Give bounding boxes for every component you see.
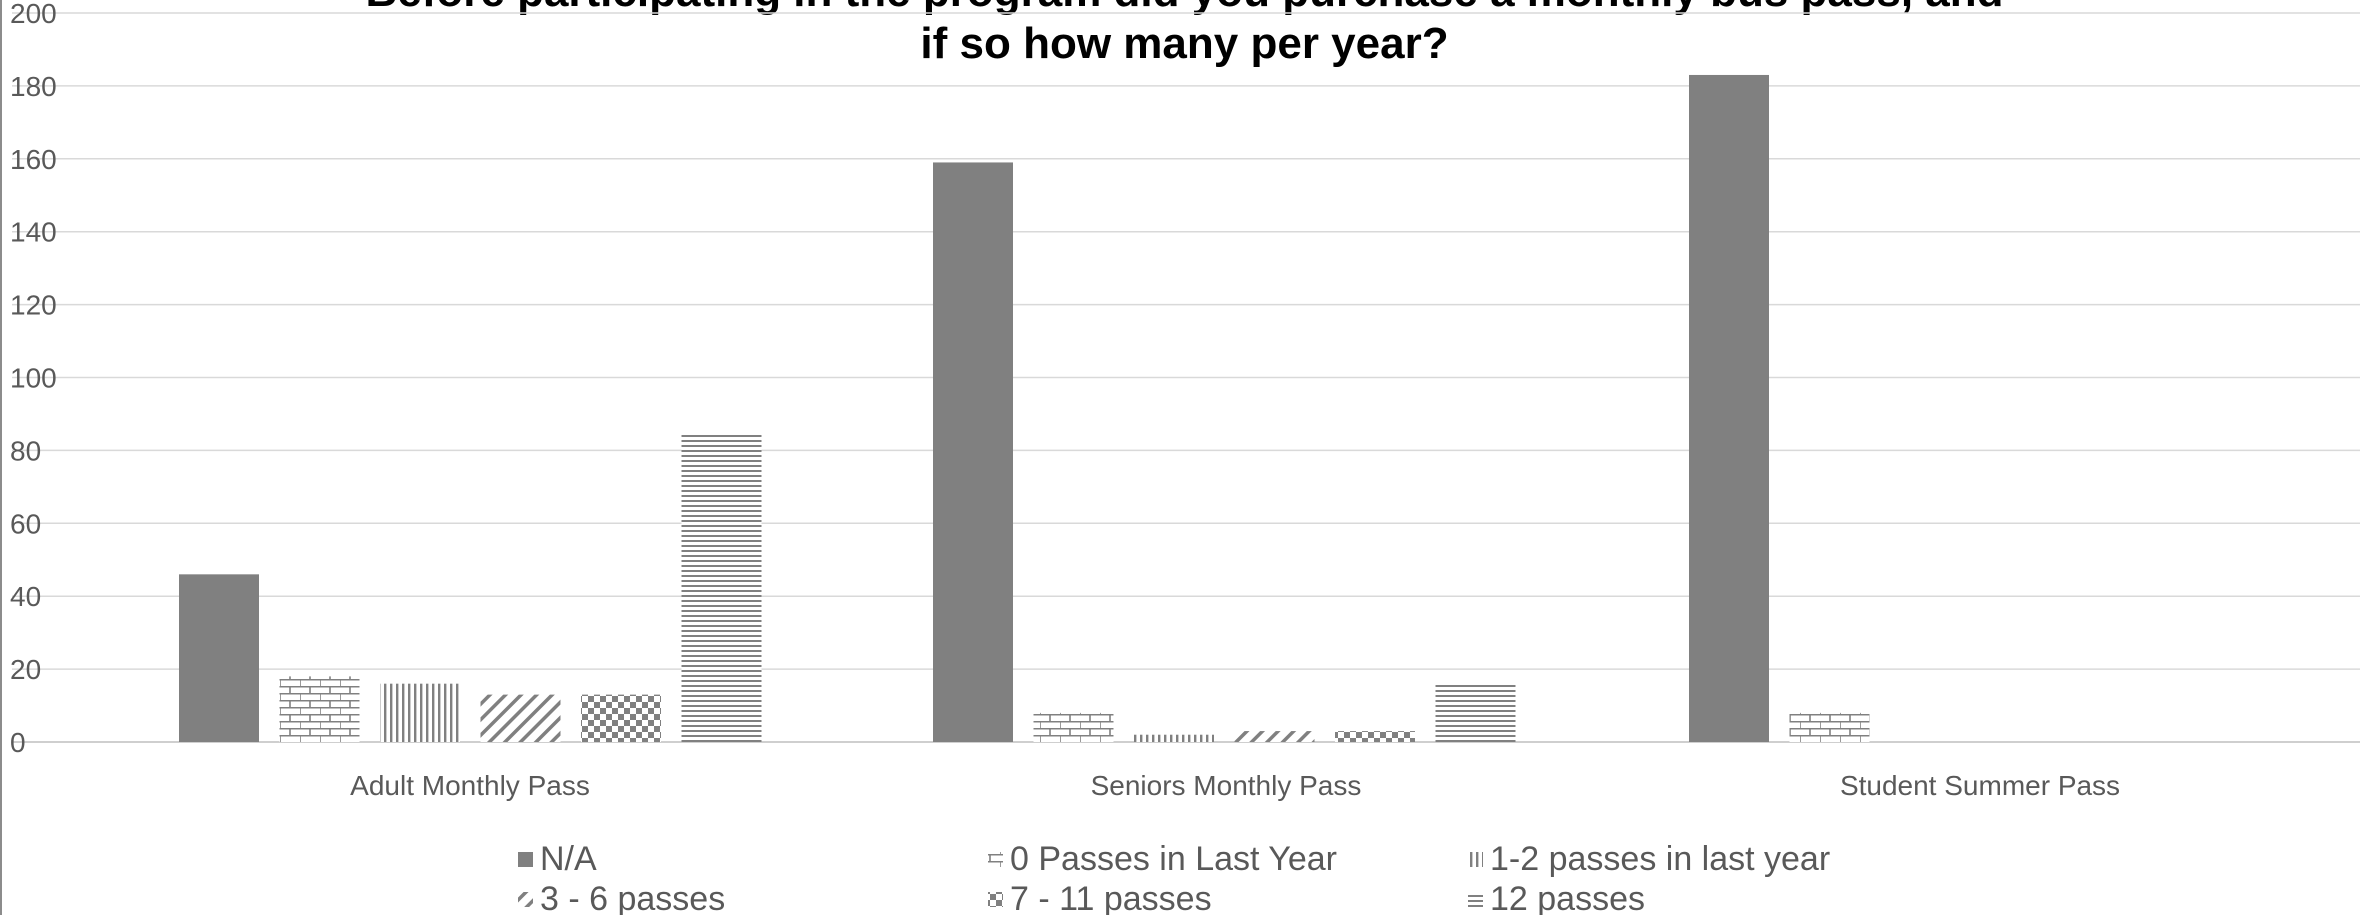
y-tick-label: 0 xyxy=(10,727,26,758)
y-tick-label: 20 xyxy=(10,654,41,685)
bar xyxy=(581,694,661,742)
chart-title: Before participating in the program did … xyxy=(365,0,2003,68)
legend-label: 12 passes xyxy=(1490,880,1645,915)
legend-label: 0 Passes in Last Year xyxy=(1010,840,1337,878)
y-tick-label: 200 xyxy=(10,0,57,29)
bar xyxy=(1033,712,1114,742)
legend-label: 3 - 6 passes xyxy=(540,880,725,915)
x-axis: Adult Monthly Pass Seniors Monthly Pass St… xyxy=(350,770,2120,801)
gridlines xyxy=(12,12,2360,743)
y-tick-label: 80 xyxy=(10,435,41,466)
bar xyxy=(1335,731,1415,742)
chart-left-border xyxy=(0,0,2,915)
bar xyxy=(279,676,360,742)
y-tick-label: 160 xyxy=(10,144,57,175)
bar xyxy=(179,574,259,742)
bar xyxy=(681,432,762,742)
bar xyxy=(1689,74,1769,743)
y-tick-label: 120 xyxy=(10,290,57,321)
y-tick-label: 100 xyxy=(10,363,57,394)
bar xyxy=(1234,731,1315,742)
legend-label: 1-2 passes in last year xyxy=(1490,840,1830,878)
legend-label: 7 - 11 passes xyxy=(1010,880,1212,915)
x-tick-label: Student Summer Pass xyxy=(1840,770,2120,801)
bars xyxy=(179,74,1870,743)
legend-swatch xyxy=(988,852,1003,867)
bar xyxy=(1789,712,1870,742)
bar xyxy=(933,162,1013,742)
legend-swatch xyxy=(988,892,1003,907)
legend-swatch xyxy=(518,852,533,867)
bar xyxy=(380,683,460,742)
y-tick-label: 60 xyxy=(10,508,41,539)
legend-label: N/A xyxy=(540,840,597,878)
legend-swatch xyxy=(518,892,533,907)
y-tick-label: 40 xyxy=(10,581,41,612)
y-tick-label: 180 xyxy=(10,71,57,102)
y-tick-label: 140 xyxy=(10,217,57,248)
bar xyxy=(480,694,561,742)
legend: N/A 0 Passes in Last Year 1-2 passes in la… xyxy=(518,840,1830,915)
y-axis: 0 20 40 60 80 100 120 140 160 180 200 xyxy=(10,0,57,758)
x-tick-label: Seniors Monthly Pass xyxy=(1091,770,1362,801)
legend-swatch xyxy=(1468,892,1483,907)
legend-swatch xyxy=(1468,852,1483,867)
bar xyxy=(1435,683,1516,742)
x-tick-label: Adult Monthly Pass xyxy=(350,770,590,801)
bar xyxy=(1134,734,1214,742)
